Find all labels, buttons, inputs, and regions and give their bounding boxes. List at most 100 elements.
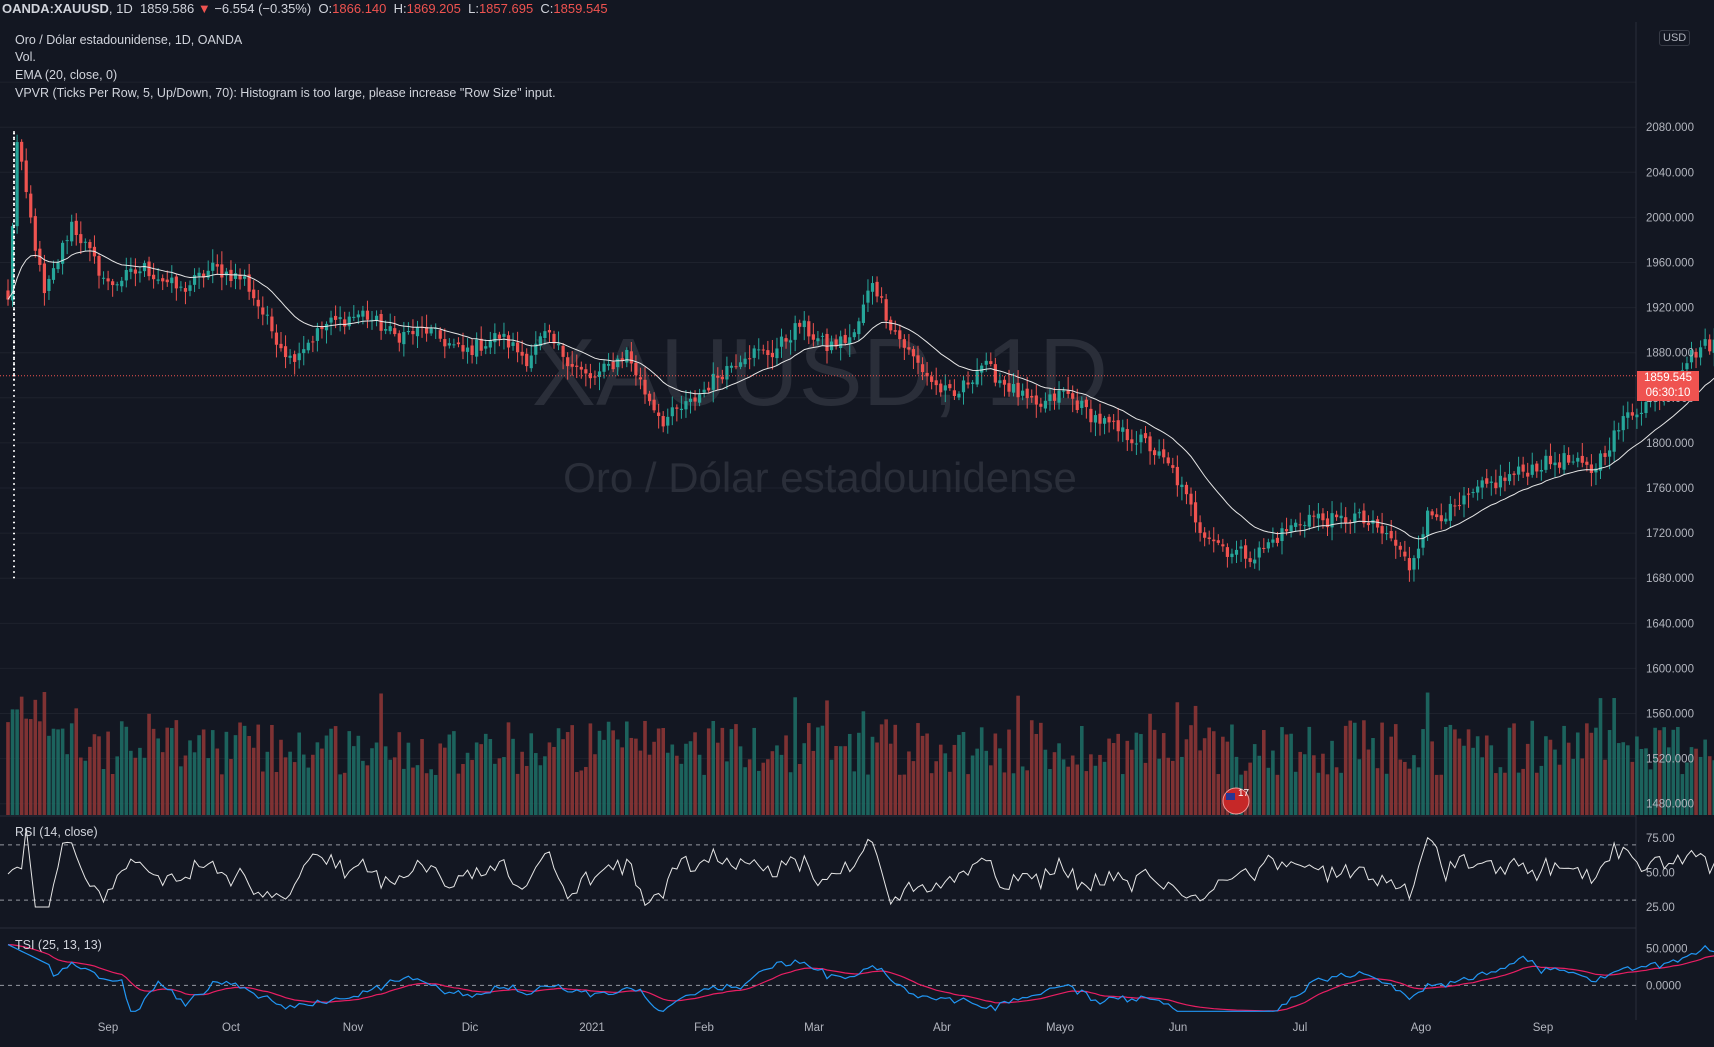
volume-bar xyxy=(1480,757,1484,815)
currency-button[interactable]: USD xyxy=(1659,30,1690,46)
candle-body xyxy=(75,221,78,235)
candle-body xyxy=(25,160,28,192)
time-tick-label: Ago xyxy=(1411,1022,1431,1034)
volume-bar xyxy=(1571,759,1575,815)
volume-bar xyxy=(1144,763,1148,815)
volume-bar xyxy=(980,727,984,815)
candle-body xyxy=(1153,450,1156,455)
legend-vpvr[interactable]: VPVR (Ticks Per Row, 5, Up/Down, 70): Hi… xyxy=(15,86,556,100)
volume-bar xyxy=(238,722,242,815)
candle-body xyxy=(443,339,446,346)
volume-bar xyxy=(70,723,74,815)
volume-bar xyxy=(1412,755,1416,815)
volume-bar xyxy=(1035,734,1039,815)
volume-bar xyxy=(420,739,424,815)
volume-bar xyxy=(1394,724,1398,815)
candle-body xyxy=(880,296,883,297)
volume-bar xyxy=(802,743,806,815)
candle-body xyxy=(1472,492,1475,493)
candle-body xyxy=(393,328,396,334)
volume-bar xyxy=(566,732,570,815)
candle-body xyxy=(939,384,942,393)
volume-bar xyxy=(1021,766,1025,815)
legend-ema[interactable]: EMA (20, close, 0) xyxy=(15,68,117,82)
candle-body xyxy=(1057,391,1060,403)
volume-bar xyxy=(1426,693,1430,815)
candle-body xyxy=(475,340,478,357)
price-tick-label: 1600.000 xyxy=(1646,663,1694,675)
volume-bar xyxy=(525,766,529,815)
volume-bar xyxy=(1025,770,1029,815)
candle-body xyxy=(1467,494,1470,495)
legend-volume[interactable]: Vol. xyxy=(15,50,36,64)
volume-bar xyxy=(338,774,342,815)
volume-bar xyxy=(29,719,33,815)
volume-bar xyxy=(1276,775,1280,815)
tsi-label[interactable]: TSI (25, 13, 13) xyxy=(15,938,102,952)
candle-body xyxy=(107,278,110,281)
candle-body xyxy=(302,349,305,353)
candle-body xyxy=(1208,537,1211,539)
event-badge[interactable]: 17 xyxy=(1223,788,1250,814)
legend-title[interactable]: Oro / Dólar estadounidense, 1D, OANDA xyxy=(15,33,242,47)
candle-body xyxy=(66,240,69,241)
candle-body xyxy=(1567,455,1570,463)
volume-bar xyxy=(1126,741,1130,815)
volume-bar xyxy=(1030,720,1034,815)
volume-bar xyxy=(170,728,174,815)
volume-bar xyxy=(748,759,752,815)
candle-body xyxy=(1217,540,1220,543)
candle-body xyxy=(1258,547,1261,557)
candle-body xyxy=(1098,414,1101,424)
candle-body xyxy=(857,321,860,334)
candle-body xyxy=(1403,552,1406,557)
candle-body xyxy=(1685,363,1688,369)
volume-bar xyxy=(1462,746,1466,815)
candle-body xyxy=(1399,546,1402,550)
volume-bar xyxy=(812,751,816,815)
volume-bar xyxy=(1057,743,1061,815)
candle-body xyxy=(844,335,847,343)
candle-body xyxy=(1267,542,1270,548)
volume-bar xyxy=(379,693,383,815)
volume-bar xyxy=(766,759,770,815)
candle-body xyxy=(1640,413,1643,414)
volume-bar xyxy=(848,734,852,815)
volume-bar xyxy=(994,734,998,815)
candle-body xyxy=(34,216,37,251)
rsi-label[interactable]: RSI (14, close) xyxy=(15,825,98,839)
volume-bar xyxy=(1048,769,1052,815)
volume-bar xyxy=(793,697,797,815)
volume-bar xyxy=(752,728,756,815)
volume-bar xyxy=(138,748,142,815)
volume-bar xyxy=(866,775,870,815)
volume-bar xyxy=(120,721,124,815)
candle-body xyxy=(780,337,783,347)
volume-bar xyxy=(1326,774,1330,815)
volume-bar xyxy=(434,775,438,815)
volume-bar xyxy=(284,757,288,815)
candle-body xyxy=(1704,339,1707,346)
interval[interactable]: 1D xyxy=(116,1,133,16)
candle-body xyxy=(1249,558,1252,562)
candle-body xyxy=(948,384,951,388)
candle-body xyxy=(1158,451,1161,455)
volume-bar xyxy=(1116,734,1120,815)
volume-bar xyxy=(893,725,897,815)
volume-bar xyxy=(1294,772,1298,815)
volume-bar xyxy=(707,728,711,815)
candle-body xyxy=(671,407,674,416)
countdown-tag: 06:30:10 xyxy=(1637,386,1699,401)
candle-body xyxy=(1299,524,1302,525)
volume-bar xyxy=(1362,720,1366,815)
candle-body xyxy=(1244,545,1247,558)
symbol-name[interactable]: OANDA:XAUUSD xyxy=(2,1,109,16)
candle-body xyxy=(1408,558,1411,570)
volume-bar xyxy=(680,764,684,815)
volume-bar xyxy=(1166,758,1170,815)
volume-bar xyxy=(470,760,474,815)
candle-body xyxy=(266,315,269,316)
candle-body xyxy=(1062,391,1065,392)
candle-body xyxy=(1276,538,1279,543)
